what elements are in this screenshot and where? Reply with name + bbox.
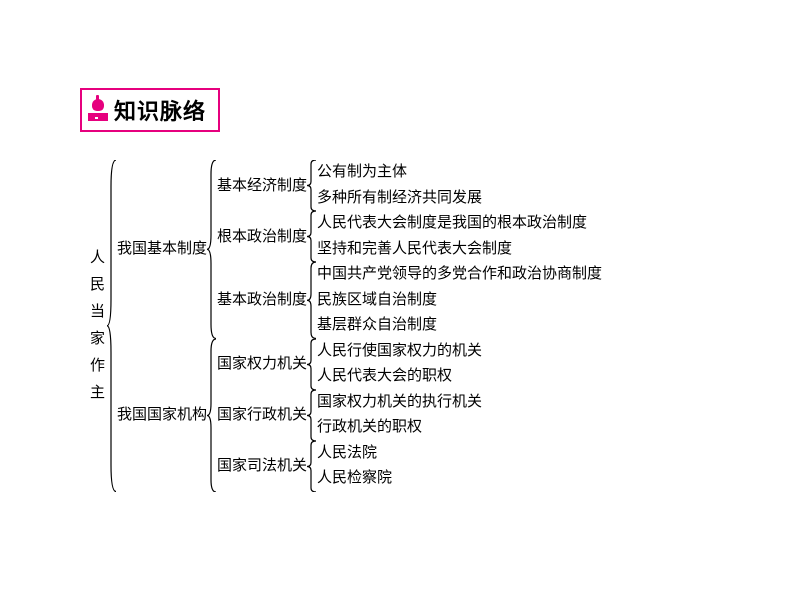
tree-leaf: 中国共产党领导的多党合作和政治协商制度 bbox=[317, 262, 602, 288]
tree-children: 国家权力机关的执行机关行政机关的职权 bbox=[317, 390, 482, 441]
tree-branch: 基本政治制度中国共产党领导的多党合作和政治协商制度民族区域自治制度基层群众自治制… bbox=[217, 262, 602, 339]
tree-branch-label: 国家司法机关 bbox=[217, 454, 307, 478]
brace-icon bbox=[307, 390, 317, 441]
tree-leaf: 人民法院 bbox=[317, 441, 392, 467]
tree-branch: 根本政治制度人民代表大会制度是我国的根本政治制度坚持和完善人民代表大会制度 bbox=[217, 211, 602, 262]
tree-branch-label: 基本经济制度 bbox=[217, 174, 307, 198]
tree-leaf: 行政机关的职权 bbox=[317, 415, 482, 441]
brace-icon bbox=[207, 160, 217, 339]
tree-leaf: 人民行使国家权力的机关 bbox=[317, 339, 482, 365]
tree-leaf: 公有制为主体 bbox=[317, 160, 482, 186]
header-title: 知识脉络 bbox=[114, 94, 206, 126]
tree-branch-label: 国家行政机关 bbox=[217, 403, 307, 427]
knowledge-tree: 人民当家作主我国基本制度基本经济制度公有制为主体多种所有制经济共同发展根本政治制… bbox=[90, 160, 602, 492]
brace-icon bbox=[307, 211, 317, 262]
tree-branch: 基本经济制度公有制为主体多种所有制经济共同发展 bbox=[217, 160, 602, 211]
tree-branch-label: 我国基本制度 bbox=[117, 237, 207, 261]
tree-children: 人民行使国家权力的机关人民代表大会的职权 bbox=[317, 339, 482, 390]
tree-branch: 我国基本制度基本经济制度公有制为主体多种所有制经济共同发展根本政治制度人民代表大… bbox=[117, 160, 602, 339]
brace-icon bbox=[307, 441, 317, 492]
brace-icon bbox=[207, 339, 217, 492]
tree-branch-label: 根本政治制度 bbox=[217, 225, 307, 249]
apple-on-book-icon bbox=[88, 99, 108, 121]
tree-children: 公有制为主体多种所有制经济共同发展 bbox=[317, 160, 482, 211]
header-box: 知识脉络 bbox=[80, 88, 220, 132]
tree-children: 我国基本制度基本经济制度公有制为主体多种所有制经济共同发展根本政治制度人民代表大… bbox=[117, 160, 602, 492]
tree-leaf: 人民代表大会的职权 bbox=[317, 364, 482, 390]
tree-leaf: 人民代表大会制度是我国的根本政治制度 bbox=[317, 211, 587, 237]
tree-branch-label: 基本政治制度 bbox=[217, 288, 307, 312]
brace-icon bbox=[307, 339, 317, 390]
tree-branch: 国家权力机关人民行使国家权力的机关人民代表大会的职权 bbox=[217, 339, 482, 390]
tree-leaf: 国家权力机关的执行机关 bbox=[317, 390, 482, 416]
tree-branch: 我国国家机构国家权力机关人民行使国家权力的机关人民代表大会的职权国家行政机关国家… bbox=[117, 339, 602, 492]
tree-branch-label: 我国国家机构 bbox=[117, 403, 207, 427]
tree-branch: 人民当家作主我国基本制度基本经济制度公有制为主体多种所有制经济共同发展根本政治制… bbox=[90, 160, 602, 492]
tree-children: 中国共产党领导的多党合作和政治协商制度民族区域自治制度基层群众自治制度 bbox=[317, 262, 602, 339]
tree-leaf: 多种所有制经济共同发展 bbox=[317, 186, 482, 212]
tree-branch-label: 人民当家作主 bbox=[90, 245, 107, 407]
brace-icon bbox=[107, 160, 117, 492]
tree-leaf: 民族区域自治制度 bbox=[317, 288, 602, 314]
tree-children: 人民法院人民检察院 bbox=[317, 441, 392, 492]
tree-branch: 国家司法机关人民法院人民检察院 bbox=[217, 441, 482, 492]
brace-icon bbox=[307, 160, 317, 211]
tree-leaf: 人民检察院 bbox=[317, 466, 392, 492]
tree-children: 基本经济制度公有制为主体多种所有制经济共同发展根本政治制度人民代表大会制度是我国… bbox=[217, 160, 602, 339]
brace-icon bbox=[307, 262, 317, 339]
tree-leaf: 坚持和完善人民代表大会制度 bbox=[317, 237, 587, 263]
tree-children: 人民代表大会制度是我国的根本政治制度坚持和完善人民代表大会制度 bbox=[317, 211, 587, 262]
tree-branch: 国家行政机关国家权力机关的执行机关行政机关的职权 bbox=[217, 390, 482, 441]
tree-children: 国家权力机关人民行使国家权力的机关人民代表大会的职权国家行政机关国家权力机关的执… bbox=[217, 339, 482, 492]
tree-leaf: 基层群众自治制度 bbox=[317, 313, 602, 339]
tree-branch-label: 国家权力机关 bbox=[217, 352, 307, 376]
